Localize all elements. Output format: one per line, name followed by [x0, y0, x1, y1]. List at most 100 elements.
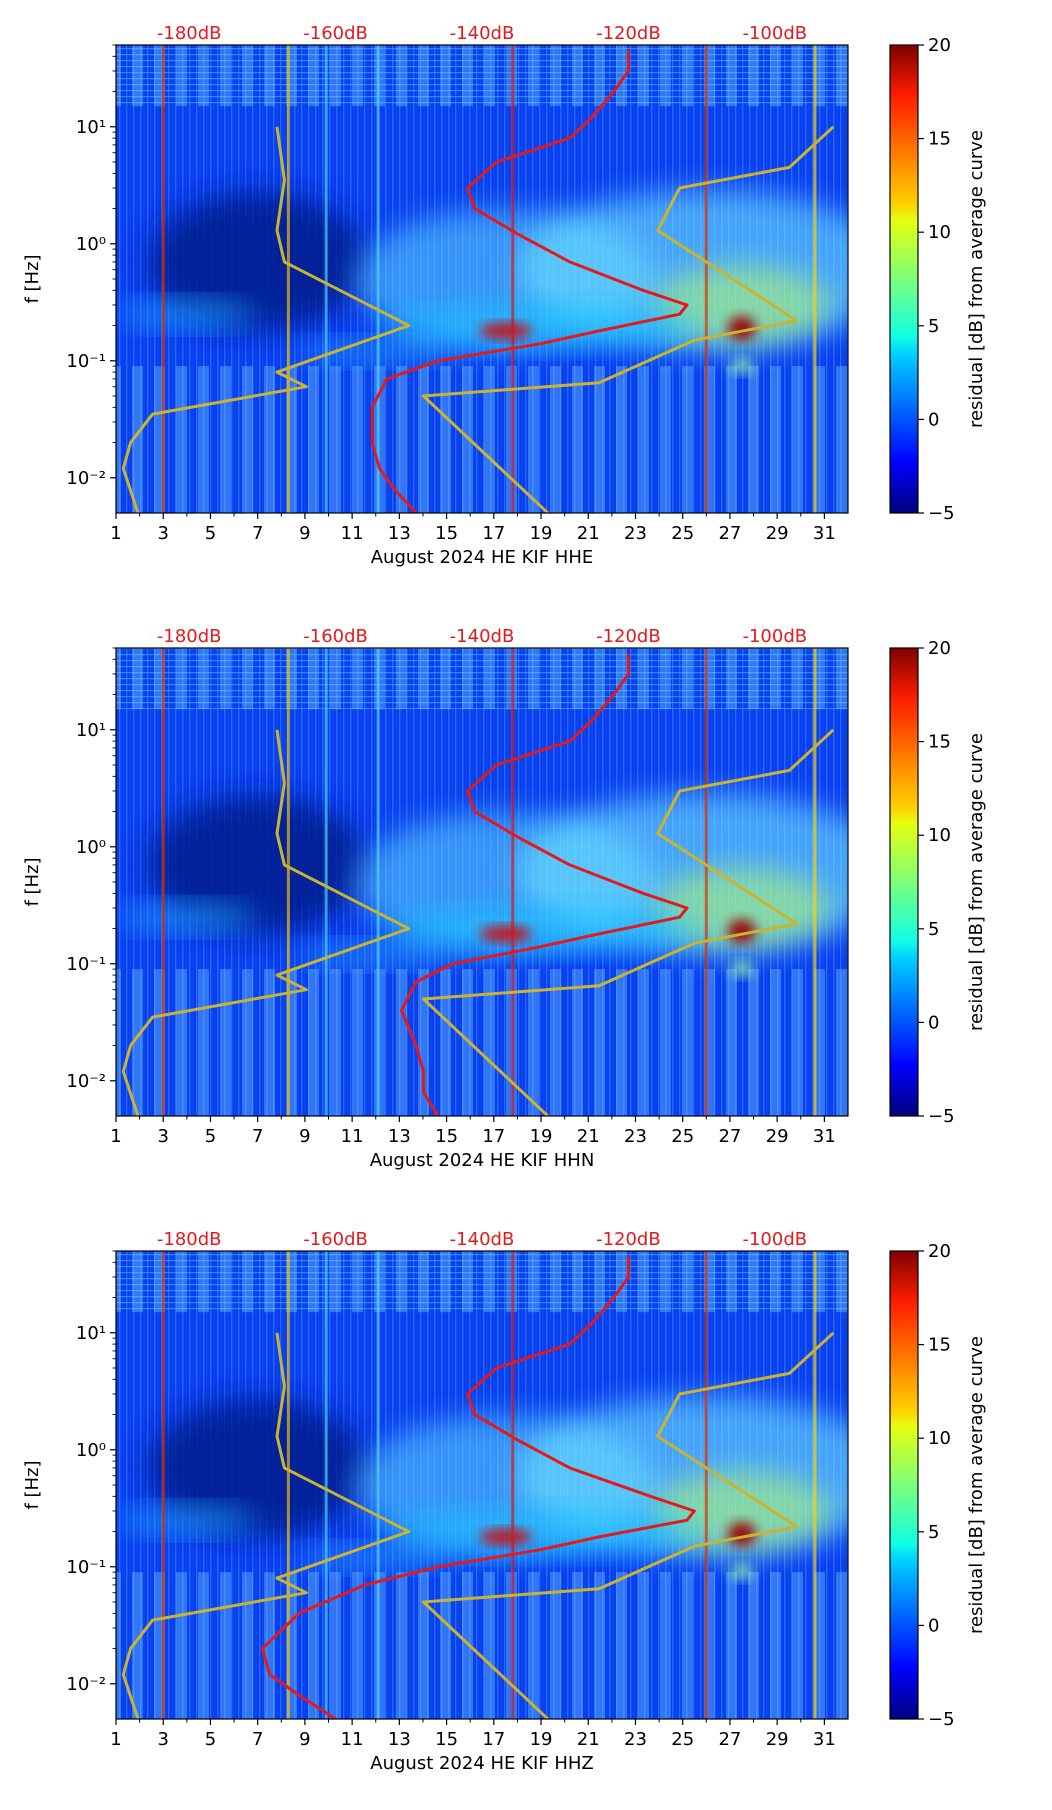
- series-line-average-curve: [370, 50, 689, 513]
- y-axis-label: f [Hz]: [22, 254, 43, 303]
- x-tick-label: 3: [157, 1729, 168, 1750]
- colorbar-tick-label: 5: [928, 1522, 939, 1543]
- x-tick-label: 1: [110, 523, 121, 544]
- colorbar-tick-label: −5: [928, 1106, 955, 1127]
- x-tick-label: 7: [252, 1729, 263, 1750]
- x-tick-label: 9: [299, 1729, 310, 1750]
- top-db-label: -180dB: [157, 1229, 222, 1250]
- x-tick-label: 11: [341, 523, 364, 544]
- spectrogram-panel-hhn: 1 3 5 7 9 11 13 15 17 19 21 23 25 27 29 3110⁻²10⁻¹10⁰10…: [22, 626, 987, 1171]
- colorbar: −5 0 5 10 15 20 residual [dB] from average cur…: [889, 1241, 987, 1730]
- colorbar-gradient: [889, 1250, 919, 1720]
- x-tick-label: 25: [671, 1126, 694, 1147]
- top-db-label: -100dB: [742, 1229, 807, 1250]
- x-tick-label: 13: [388, 1126, 411, 1147]
- colorbar-tick-label: 20: [928, 1241, 951, 1262]
- colorbar-label: residual [dB] from average curve: [966, 1336, 987, 1634]
- y-tick-label: 10⁻²: [66, 1674, 106, 1695]
- x-tick-label: 19: [530, 1126, 553, 1147]
- x-tick-label: 1: [110, 1729, 121, 1750]
- colorbar-tick-label: 5: [928, 919, 939, 940]
- colorbar-tick-label: 15: [928, 732, 951, 753]
- colorbar-tick-label: 0: [928, 409, 939, 430]
- top-db-label: -160dB: [303, 23, 368, 44]
- y-tick-label: 10⁻²: [66, 468, 106, 489]
- x-tick-label: 7: [252, 1126, 263, 1147]
- y-tick-label: 10⁻¹: [66, 954, 106, 975]
- top-db-label: -100dB: [742, 23, 807, 44]
- y-tick-label: 10⁰: [76, 837, 106, 858]
- series-line-noise-model-high: [421, 728, 835, 1116]
- x-tick-label: 19: [530, 1729, 553, 1750]
- y-tick-label: 10⁰: [76, 234, 106, 255]
- x-tick-label: 25: [671, 523, 694, 544]
- y-tick-label: 10⁰: [76, 1440, 106, 1461]
- y-tick-label: 10¹: [76, 720, 106, 741]
- x-tick-label: 23: [624, 1126, 647, 1147]
- colorbar-gradient: [889, 44, 919, 514]
- x-tick-label: 31: [813, 523, 836, 544]
- top-db-label: -160dB: [303, 1229, 368, 1250]
- colorbar: −5 0 5 10 15 20 residual [dB] from average cur…: [889, 638, 987, 1127]
- x-tick-label: 9: [299, 523, 310, 544]
- colorbar-tick-label: −5: [928, 1709, 955, 1730]
- x-tick-label: 11: [341, 1126, 364, 1147]
- colorbar-tick-label: 10: [928, 1428, 951, 1449]
- x-tick-label: 23: [624, 523, 647, 544]
- x-tick-label: 27: [718, 523, 741, 544]
- series-line-noise-model-high: [421, 1331, 835, 1719]
- top-db-label: -120dB: [596, 1229, 661, 1250]
- x-tick-label: 5: [205, 1729, 216, 1750]
- y-axis-label: f [Hz]: [22, 1460, 43, 1509]
- x-tick-label: 31: [813, 1126, 836, 1147]
- series-line-average-curve: [400, 653, 689, 1116]
- colorbar-tick-label: −5: [928, 503, 955, 524]
- heatmap-image: [116, 648, 848, 1116]
- x-tick-label: 29: [766, 1126, 789, 1147]
- colorbar: −5 0 5 10 15 20 residual [dB] from average cur…: [889, 35, 987, 524]
- colorbar-tick-label: 10: [928, 222, 951, 243]
- x-tick-label: 21: [577, 1729, 600, 1750]
- top-db-label: -120dB: [596, 626, 661, 647]
- top-db-label: -160dB: [303, 626, 368, 647]
- x-tick-label: 31: [813, 1729, 836, 1750]
- x-tick-label: 21: [577, 1126, 600, 1147]
- x-tick-label: 5: [205, 523, 216, 544]
- x-tick-label: 29: [766, 523, 789, 544]
- y-tick-label: 10⁻¹: [66, 351, 106, 372]
- colorbar-tick-label: 10: [928, 825, 951, 846]
- top-db-label: -120dB: [596, 23, 661, 44]
- x-tick-label: 19: [530, 523, 553, 544]
- series-line-noise-model-low: [121, 729, 411, 1116]
- colorbar-gradient: [889, 647, 919, 1117]
- x-tick-label: 11: [341, 1729, 364, 1750]
- top-db-label: -140dB: [450, 626, 515, 647]
- top-db-label: -140dB: [450, 1229, 515, 1250]
- x-tick-label: 15: [435, 1126, 458, 1147]
- x-axis-label: August 2024 HE KIF HHN: [370, 1150, 595, 1171]
- top-db-label: -140dB: [450, 23, 515, 44]
- heatmap-image: [116, 1251, 848, 1719]
- x-tick-label: 17: [482, 1126, 505, 1147]
- colorbar-tick-label: 15: [928, 129, 951, 150]
- x-tick-label: 7: [252, 523, 263, 544]
- x-tick-label: 29: [766, 1729, 789, 1750]
- colorbar-label: residual [dB] from average curve: [966, 733, 987, 1031]
- colorbar-tick-label: 0: [928, 1615, 939, 1636]
- x-tick-label: 3: [157, 1126, 168, 1147]
- y-tick-label: 10⁻¹: [66, 1557, 106, 1578]
- heatmap-image: [116, 45, 848, 513]
- top-db-label: -100dB: [742, 626, 807, 647]
- y-tick-label: 10¹: [76, 1323, 106, 1344]
- series-line-average-curve: [260, 1256, 696, 1719]
- x-tick-label: 17: [482, 523, 505, 544]
- x-tick-label: 13: [388, 523, 411, 544]
- top-db-label: -180dB: [157, 626, 222, 647]
- series-line-noise-model-low: [121, 1332, 411, 1719]
- x-tick-label: 1: [110, 1126, 121, 1147]
- x-tick-label: 17: [482, 1729, 505, 1750]
- x-axis-label: August 2024 HE KIF HHZ: [370, 1753, 593, 1774]
- spectrogram-panel-hhz: 1 3 5 7 9 11 13 15 17 19 21 23 25 27 29 3110⁻²10⁻¹10⁰10…: [22, 1229, 987, 1774]
- x-axis-label: August 2024 HE KIF HHE: [371, 547, 594, 568]
